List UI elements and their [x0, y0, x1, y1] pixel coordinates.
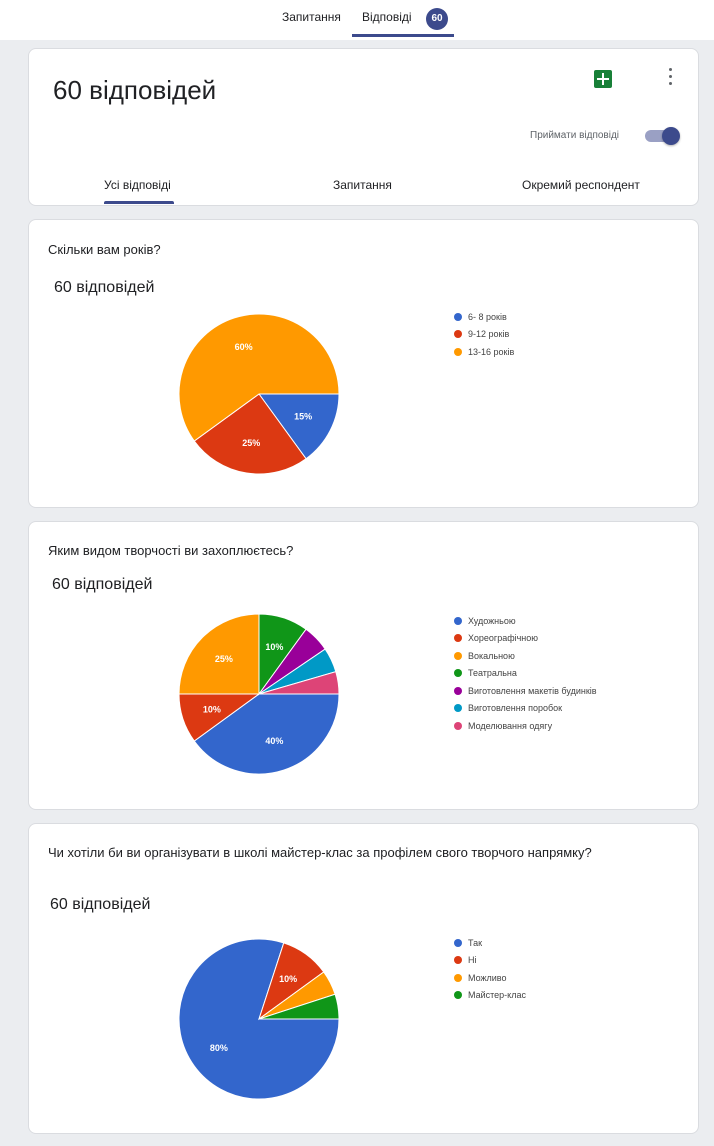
legend-swatch: [454, 991, 462, 999]
legend-label: Так: [468, 938, 482, 948]
slice-value-label: 10%: [279, 974, 297, 984]
chart-legend: Так Ні Можливо Майстер-клас: [454, 934, 526, 1004]
legend-item: Можливо: [454, 969, 526, 987]
legend-label: Можливо: [468, 973, 507, 983]
legend-swatch: [454, 956, 462, 964]
legend-item: Так: [454, 934, 526, 952]
legend-label: Майстер-клас: [468, 990, 526, 1000]
legend-item: Ні: [454, 952, 526, 970]
legend-item: Майстер-клас: [454, 987, 526, 1005]
legend-swatch: [454, 939, 462, 947]
slice-value-label: 80%: [210, 1043, 228, 1053]
legend-swatch: [454, 974, 462, 982]
legend-label: Ні: [468, 955, 477, 965]
